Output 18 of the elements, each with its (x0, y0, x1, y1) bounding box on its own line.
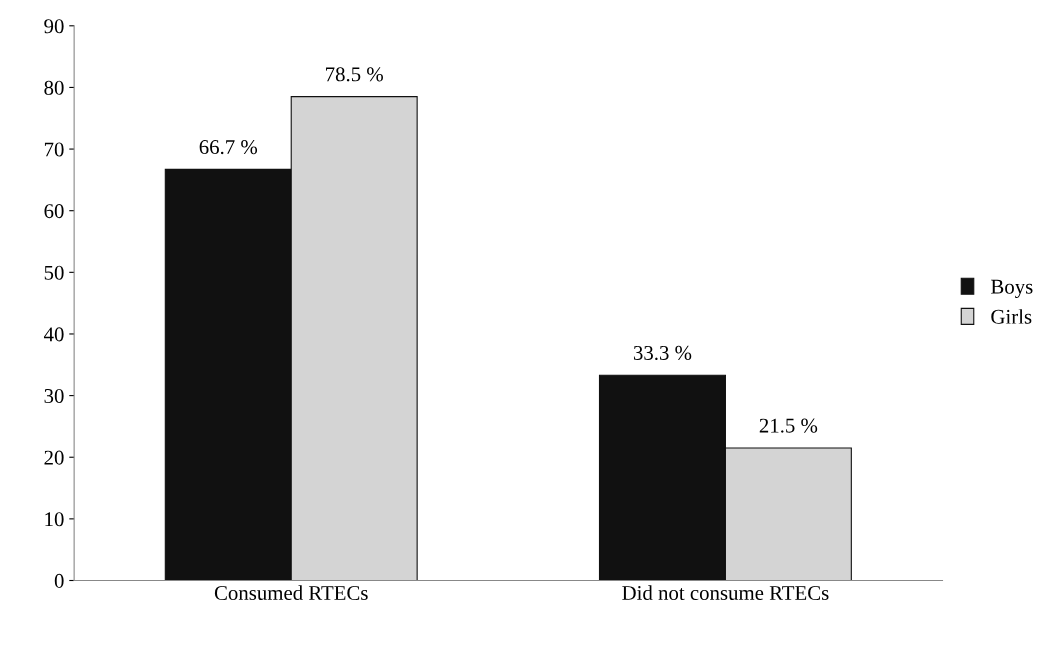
legend-label: Girls (991, 309, 1032, 324)
data-label: 78.5 % (326, 67, 383, 82)
y-tick-label: 30 (44, 388, 64, 404)
y-tick-label: 0 (54, 573, 64, 588)
legend-label: Boys (991, 279, 1033, 298)
data-label: 66.7 % (199, 140, 258, 155)
y-tick-label: 40 (43, 327, 64, 342)
data-label: 33.3 % (633, 345, 692, 361)
y-tick-label: 80 (44, 80, 64, 95)
y-tick-label: 10 (45, 512, 64, 527)
x-tick-label: Consumed RTECs (214, 585, 368, 601)
y-tick-label: 50 (44, 265, 64, 280)
data-label: 21.5 % (759, 418, 818, 433)
y-tick-label: 90 (44, 19, 64, 34)
x-tick-label: Did not consume RTECs (622, 585, 829, 601)
y-tick-label: 70 (44, 142, 64, 157)
y-tick-label: 60 (44, 204, 64, 219)
y-tick-label: 20 (44, 450, 64, 465)
